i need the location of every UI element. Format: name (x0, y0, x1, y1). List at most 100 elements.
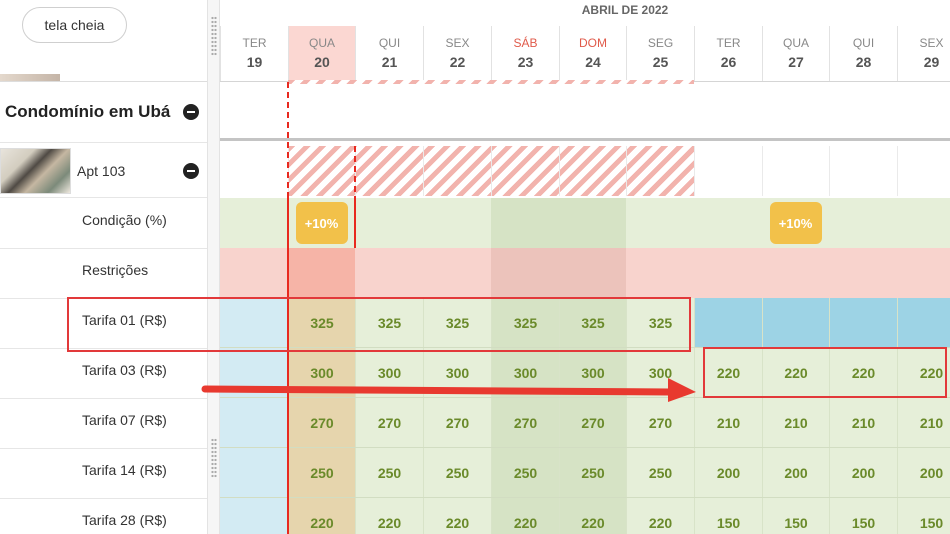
day-name: QUI (852, 36, 875, 50)
rate-cell[interactable]: 200 (897, 448, 950, 498)
row-label-restricoes: Restrições (82, 262, 149, 278)
calendar-grid: ABRIL DE 2022 TER 19 QUA 20 QUI 21 SEX 22 SÁB 23 D… (220, 0, 950, 534)
rate-cell[interactable]: 270 (423, 398, 491, 448)
rate-cell[interactable] (829, 298, 897, 348)
weekend-shade (491, 198, 626, 248)
apt-label: Apt 103 (77, 163, 126, 179)
rate-cell[interactable]: 200 (694, 448, 762, 498)
day-number: 24 (585, 54, 601, 70)
fullscreen-button[interactable]: tela cheia (22, 7, 127, 43)
rate-cell[interactable]: 325 (423, 298, 491, 348)
panel-splitter[interactable] (207, 0, 220, 534)
month-label: ABRIL DE 2022 (581, 3, 669, 17)
rate-cell[interactable]: 270 (355, 398, 423, 448)
row-label-tarifa07: Tarifa 07 (R$) (82, 412, 167, 428)
rate-cell[interactable]: 250 (288, 448, 355, 498)
rate-cell[interactable]: 250 (355, 448, 423, 498)
row-sep (220, 347, 950, 348)
rate-cell[interactable]: 210 (829, 398, 897, 448)
day-header-29: SEX 29 (897, 26, 950, 82)
apt-thumbnail (0, 148, 71, 194)
highlight-box-tarifa01 (67, 297, 691, 352)
day-number: 22 (449, 54, 466, 70)
today-marker-solid-right (354, 198, 356, 248)
condition-badge[interactable]: +10% (769, 202, 822, 244)
rate-cell[interactable]: 220 (355, 498, 423, 534)
rate-cell[interactable]: 325 (491, 298, 559, 348)
rate-cell[interactable]: 220 (423, 498, 491, 534)
rate-cell[interactable]: 325 (355, 298, 423, 348)
day-name: TER (716, 36, 741, 50)
blocked-cell (220, 298, 288, 348)
rate-cell[interactable]: 220 (559, 498, 626, 534)
blocked-cell (220, 398, 288, 448)
day-header-26: TER 26 (694, 26, 762, 82)
rate-cell[interactable]: 150 (762, 498, 829, 534)
rate-cell[interactable]: 220 (491, 498, 559, 534)
rate-cell[interactable]: 220 (897, 348, 950, 398)
collapse-group-icon[interactable] (183, 104, 199, 120)
apt-col-sep (829, 146, 830, 196)
rate-cell[interactable]: 250 (626, 448, 694, 498)
rate-cell[interactable]: 250 (559, 448, 626, 498)
rate-cell[interactable]: 270 (491, 398, 559, 448)
rate-cell[interactable]: 210 (694, 398, 762, 448)
rate-cell[interactable]: 220 (829, 348, 897, 398)
day-name: DOM (579, 36, 607, 50)
today-marker-solid (287, 198, 289, 534)
day-name: QUI (378, 36, 401, 50)
apt-col-sep (897, 146, 898, 196)
group-title: Condomínio em Ubá (5, 102, 171, 121)
blocked-cell (220, 448, 288, 498)
day-header-24: DOM 24 (559, 26, 626, 82)
rate-cell[interactable]: 150 (694, 498, 762, 534)
apt-col-sep (626, 146, 627, 196)
day-header-22: SEX 22 (423, 26, 491, 82)
blocked-cell (220, 498, 288, 534)
rate-cell[interactable]: 270 (559, 398, 626, 448)
day-header-27: QUA 27 (762, 26, 829, 82)
day-number: 29 (923, 54, 940, 70)
day-number: 28 (855, 54, 872, 70)
left-panel: tela cheia Condomínio em Ubá Apt 103 Con… (0, 0, 207, 534)
day-number: 20 (314, 54, 330, 70)
rate-cell[interactable]: 270 (626, 398, 694, 448)
rate-cell[interactable]: 270 (288, 398, 355, 448)
rate-cell[interactable]: 250 (491, 448, 559, 498)
apt-row: Apt 103 (0, 146, 207, 196)
rate-cell[interactable]: 220 (694, 348, 762, 398)
rate-cell[interactable]: 220 (626, 498, 694, 534)
apt-col-sep (559, 146, 560, 196)
day-number: 26 (720, 54, 737, 70)
row-sep (220, 497, 950, 498)
row-label-tarifa28: Tarifa 28 (R$) (82, 512, 167, 528)
day-number: 19 (246, 54, 263, 70)
day-name: QUA (308, 36, 335, 50)
rate-cell[interactable]: 325 (626, 298, 694, 348)
collapse-apt-icon[interactable] (183, 163, 199, 179)
rate-cell[interactable]: 325 (559, 298, 626, 348)
highlight-box-tarifa03-new (703, 347, 947, 398)
day-name: QUA (782, 36, 809, 50)
rate-cell[interactable] (694, 298, 762, 348)
row-label-tarifa01: Tarifa 01 (R$) (82, 312, 167, 328)
day-header-23: SÁB 23 (491, 26, 559, 82)
rate-cell[interactable]: 250 (423, 448, 491, 498)
rate-cell[interactable]: 150 (897, 498, 950, 534)
rate-cell[interactable]: 210 (897, 398, 950, 448)
condition-badge[interactable]: +10% (295, 202, 348, 244)
rate-cell[interactable]: 200 (829, 448, 897, 498)
rate-cell[interactable] (762, 298, 829, 348)
rate-cell[interactable]: 220 (762, 348, 829, 398)
rate-cell[interactable]: 150 (829, 498, 897, 534)
day-number: 23 (517, 54, 534, 70)
rate-cell[interactable]: 210 (762, 398, 829, 448)
apt-col-sep (423, 146, 424, 196)
day-name: TER (242, 36, 267, 50)
rate-cell[interactable]: 200 (762, 448, 829, 498)
apt-col-sep (491, 146, 492, 196)
day-number: 25 (652, 54, 669, 70)
row-label-condicao: Condição (%) (82, 212, 167, 228)
rate-cell[interactable] (897, 298, 950, 348)
rate-cell[interactable]: 220 (288, 498, 355, 534)
